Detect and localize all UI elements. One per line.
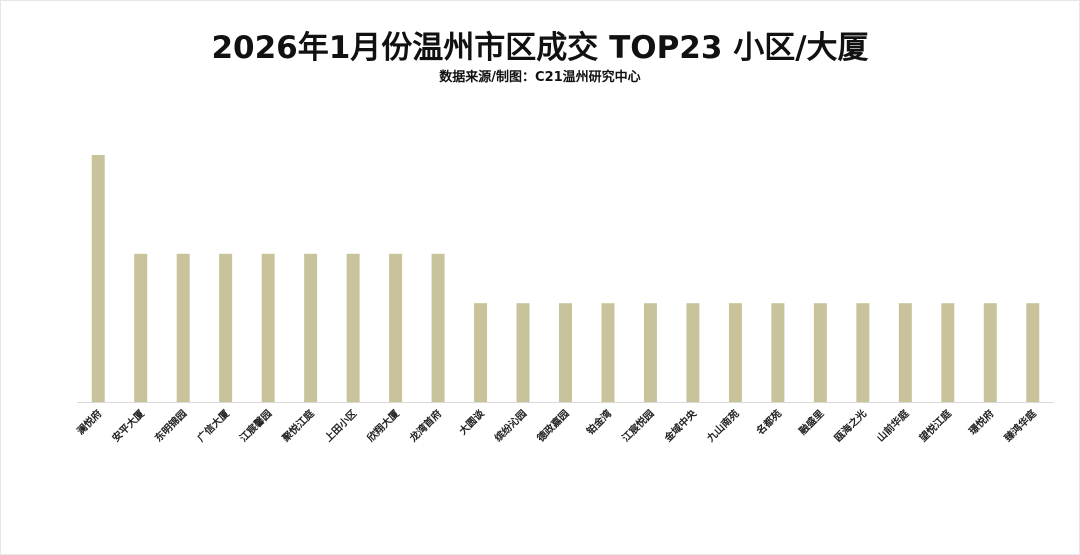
x-tick-label-16: 九山南苑 [703,407,741,445]
bar-1 [91,155,105,402]
x-tick-label-12: 德政嘉园 [533,407,571,445]
x-tick-label-13: 铂金湾 [584,407,614,437]
x-tick-label-23: 臻鸿华庭 [1001,406,1039,444]
x-tick-label-7: 上田小区 [322,407,359,444]
x-tick-label-6: 聚悦江庭 [279,406,318,445]
x-tick-label-1: 澜悦府 [74,407,104,437]
bar-11 [516,303,530,402]
bar-13 [601,303,615,402]
chart-title: 2026年1月份温州市区成交 TOP23 小区/大厦 [211,30,869,66]
x-tick-label-11: 缤纷沁园 [492,407,529,444]
bar-17 [771,303,785,402]
x-tick-label-8: 欣翔大厦 [364,406,402,444]
bar-9 [431,253,445,402]
bar-18 [813,303,827,402]
bar-16 [728,303,742,402]
x-tick-label-5: 江宸馨园 [237,407,274,444]
bar-23 [1026,303,1040,402]
x-tick-label-4: 广信大厦 [194,406,232,444]
x-tick-label-18: 融盛里 [796,407,826,437]
x-tick-label-3: 东明锦园 [152,407,189,444]
bar-14 [643,303,657,402]
bar-20 [898,303,912,402]
bar-6 [304,253,318,402]
bar-15 [686,303,700,402]
bar-12 [559,303,572,402]
bar-21 [941,303,955,402]
x-tick-label-15: 金域中央 [661,406,700,445]
chart-subtitle: 数据来源/制图：C21温州研究中心 [439,70,641,85]
x-tick-label-22: 璟悦府 [966,407,996,437]
x-tick-label-17: 名都苑 [754,407,784,437]
x-tick-label-14: 江宸悦园 [619,407,656,444]
bar-22 [983,303,997,402]
x-tick-label-9: 龙湾首府 [406,407,444,445]
x-tick-label-19: 瓯海之光 [831,407,868,444]
bar-4 [219,253,233,402]
x-tick-label-10: 大圆谈 [456,406,487,437]
x-tick-label-21: 望悦江庭 [916,406,954,444]
bar-2 [134,253,148,402]
x-tick-label-20: 山前华庭 [874,406,912,444]
bar-7 [346,253,360,402]
bar-19 [856,303,870,402]
x-tick-label-2: 安平大厦 [109,406,147,444]
bar-3 [176,253,190,402]
bar-10 [474,303,488,402]
bar-8 [389,253,403,402]
bar-5 [261,253,275,402]
